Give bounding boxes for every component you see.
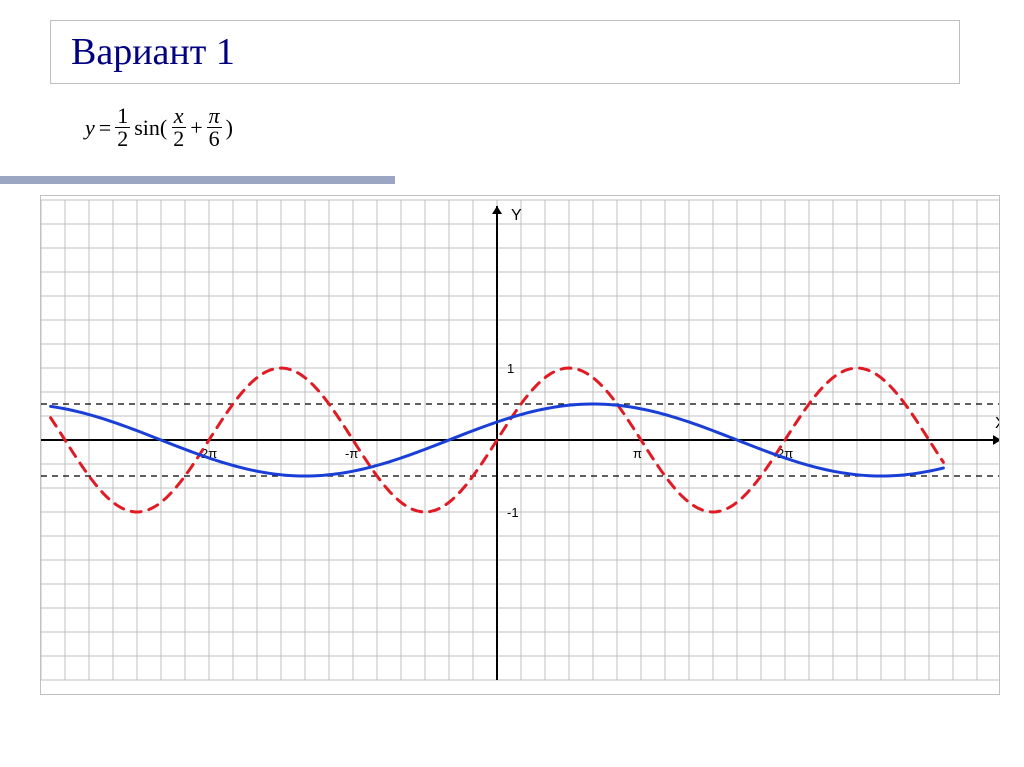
page-title: Вариант 1 bbox=[71, 30, 235, 74]
chart-container: YX1-12π-ππ2π bbox=[40, 195, 1000, 695]
svg-text:π: π bbox=[633, 446, 642, 461]
svg-text:Y: Y bbox=[511, 207, 522, 224]
svg-text:-π: -π bbox=[345, 446, 358, 461]
formula-lhs: y bbox=[85, 115, 95, 141]
accent-bar bbox=[0, 176, 395, 184]
svg-text:-1: -1 bbox=[507, 505, 519, 520]
formula-coef: 1 2 bbox=[115, 105, 130, 150]
svg-text:X: X bbox=[995, 415, 999, 432]
svg-text:1: 1 bbox=[507, 361, 514, 376]
formula-eq: = bbox=[99, 115, 111, 141]
formula-func: sin( bbox=[134, 115, 167, 141]
formula-close: ) bbox=[226, 115, 233, 141]
formula-plus: + bbox=[190, 115, 202, 141]
title-box: Вариант 1 bbox=[50, 20, 960, 84]
formula-arg2: π 6 bbox=[207, 105, 222, 150]
chart-svg: YX1-12π-ππ2π bbox=[41, 196, 999, 694]
formula-arg1: x 2 bbox=[171, 105, 186, 150]
formula: y = 1 2 sin( x 2 + π 6 ) bbox=[85, 105, 233, 150]
